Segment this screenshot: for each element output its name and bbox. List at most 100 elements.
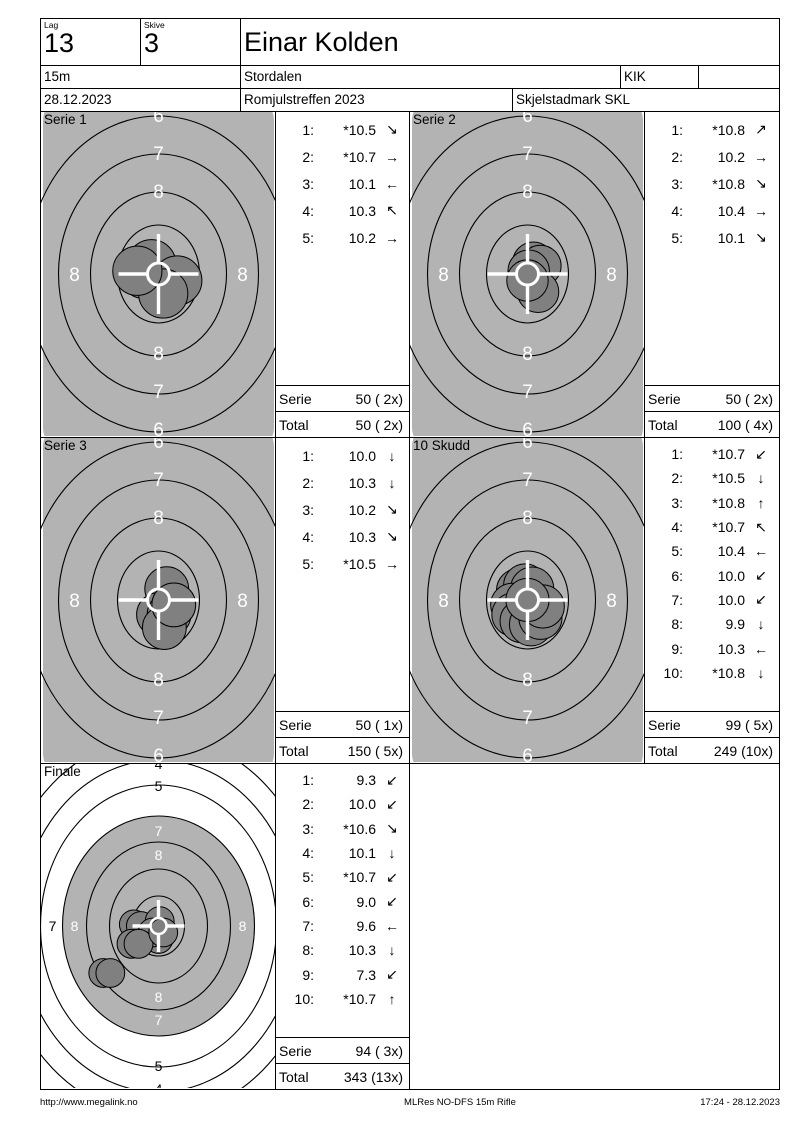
total-score-row: Total 343 (13x): [276, 1063, 409, 1089]
shot-value: 10.4: [717, 202, 745, 219]
shot-row: 4: *10.7 ↖: [645, 515, 779, 539]
shot-direction-icon: ↑: [757, 494, 765, 511]
shot-index: 4:: [302, 528, 314, 545]
shot-list: 1: *10.8 ↗ 2: 10.2 → 3: *10.8 ↘ 4: 10.4 → 5: 10.1 ↘: [645, 112, 779, 385]
shot-row: 9: 7.3 ↙: [276, 962, 409, 986]
shot-index: 3:: [671, 494, 683, 511]
target-graphic: 6 7 8 8 7 6 8 8: [41, 112, 275, 436]
shot-value: *10.8: [712, 175, 745, 192]
panel-title: Serie 2: [413, 112, 456, 127]
shot-index: 4:: [302, 202, 314, 219]
finale-ring-7b: 7: [155, 1012, 163, 1028]
organizer-cell: Skjelstadmark SKL: [513, 89, 779, 111]
shot-index: 2:: [302, 474, 314, 491]
shot-index: 2:: [302, 148, 314, 165]
shot-index: 9:: [302, 966, 314, 983]
ring-label-8-left: 8: [69, 265, 80, 286]
shot-index: 6:: [671, 567, 683, 584]
date-value: 28.12.2023: [44, 92, 112, 107]
shot-list: 1: *10.7 ↙ 2: *10.5 ↓ 3: *10.8 ↑ 4: *10.7 ↖ 5: 10.4 ← 6…: [645, 438, 779, 711]
shot-value: 7.3: [356, 966, 376, 983]
serie-score: 50 ( 2x): [725, 390, 773, 407]
total-score: 100 ( 4x): [717, 416, 773, 433]
ring-label-8-left: 8: [69, 591, 80, 612]
shot-value: 10.0: [348, 796, 376, 813]
ring-label-8b: 8: [153, 670, 164, 691]
shot-row: 4: 10.3 ↘: [276, 523, 409, 550]
panel-title: 10 Skudd: [413, 438, 471, 453]
organizer-name: Skjelstadmark SKL: [516, 92, 631, 107]
ring-label-6: 6: [153, 438, 164, 453]
shot-value: 10.1: [717, 229, 745, 246]
shot-row: 3: *10.8 ↑: [645, 491, 779, 515]
shot-direction-icon: ↓: [388, 845, 396, 862]
shot-value: 10.2: [348, 229, 376, 246]
shot-direction-icon: ↓: [757, 470, 765, 487]
competition-name: Romjulstreffen 2023: [244, 92, 365, 107]
shot-value: 9.6: [356, 917, 376, 934]
shooter-name: Einar Kolden: [244, 27, 399, 57]
shot-index: 3:: [302, 501, 314, 518]
ring-label-7: 7: [522, 470, 533, 491]
ring-label-8-right: 8: [237, 265, 248, 286]
shot-index: 5:: [302, 229, 314, 246]
shot-row: 4: 10.1 ↓: [276, 841, 409, 865]
finale-ring-h4: 8: [239, 918, 247, 934]
shot-value: 10.2: [717, 148, 745, 165]
shot-index: 3:: [302, 175, 314, 192]
ring-label-6b: 6: [522, 420, 533, 436]
finale-ring-5b: 5: [155, 1058, 163, 1074]
target-container[interactable]: 10 Skudd 6 7 8 8 7 6 8 8: [410, 438, 645, 763]
lag-caption: Lag: [44, 20, 59, 30]
shot-value: *10.5: [712, 470, 745, 487]
shot-row: 8: 10.3 ↓: [276, 938, 409, 962]
shot-row: 7: 9.6 ←: [276, 914, 409, 938]
total-score-row: Total 100 ( 4x): [645, 411, 779, 437]
distance-value: 15m: [44, 69, 71, 84]
shot-index: 4:: [671, 202, 683, 219]
panel-row-2: Serie 3 6 7 8 8 7 6 8 8 1: 10.0 ↓ 2: 10.3 ↓ 3: 10.2 ↘ 4: 10…: [41, 438, 779, 764]
panel-row-1: Serie 1 6 7 8 8 7 6 8 8 1: *10.5 ↘ 2: *10.7 → 3: 10.1 ← 4:…: [41, 112, 779, 438]
shot-direction-icon: ↘: [386, 820, 398, 837]
footer-url[interactable]: http://www.megalink.no: [40, 1097, 138, 1108]
shot-value: 9.3: [356, 772, 376, 789]
ring-label-8-right: 8: [237, 591, 248, 612]
shot-direction-icon: ↘: [386, 528, 398, 544]
shot-value: *10.8: [712, 664, 745, 681]
shot-row: 4: 10.4 →: [645, 197, 779, 224]
shot-value: 10.3: [717, 640, 745, 657]
shot-index: 5:: [302, 869, 314, 886]
shot-panel: 1: *10.8 ↗ 2: 10.2 → 3: *10.8 ↘ 4: 10.4 → 5: 10.1 ↘ Ser…: [645, 112, 779, 437]
shot-direction-icon: ↓: [388, 942, 396, 959]
shot-index: 5:: [671, 229, 683, 246]
ring-label-6b: 6: [153, 420, 164, 436]
target-container[interactable]: Serie 3 6 7 8 8 7 6 8 8: [41, 438, 276, 763]
total-score: 249 (10x): [713, 742, 773, 759]
target-container[interactable]: Serie 1 6 7 8 8 7 6 8 8: [41, 112, 276, 437]
header-row-identity: Lag 13 Skive 3 Einar Kolden: [41, 19, 779, 66]
ring-label-8: 8: [522, 508, 533, 529]
shot-value: 10.3: [348, 942, 376, 959]
club-short: KIK: [624, 69, 646, 84]
ring-label-8-right: 8: [606, 265, 617, 286]
shot-direction-icon: ↙: [386, 771, 398, 788]
target-graphic: 6 7 8 8 7 6 8 8: [410, 438, 644, 762]
shot-direction-icon: ↘: [755, 229, 767, 245]
total-label: Total: [648, 416, 678, 433]
shot-value: 9.0: [356, 893, 376, 910]
total-score-row: Total 150 ( 5x): [276, 737, 409, 763]
header-extra-cell: [699, 66, 779, 88]
target-container[interactable]: Finale34567887654356788765: [41, 764, 276, 1089]
shot-row: 10: *10.7 ↑: [276, 987, 409, 1011]
shot-row: 2: *10.7 →: [276, 143, 409, 170]
shot-index: 1:: [671, 121, 683, 138]
shot-hole: [95, 958, 126, 988]
shot-direction-icon: ↗: [755, 121, 767, 137]
shot-direction-icon: ←: [754, 543, 768, 560]
shot-index: 5:: [671, 543, 683, 560]
shot-list: 1: 9.3 ↙ 2: 10.0 ↙ 3: *10.6 ↘ 4: 10.1 ↓ 5: *10.7 ↙ 6: 9.…: [276, 764, 409, 1037]
target-container[interactable]: Serie 2 6 7 8 8 7 6 8 8: [410, 112, 645, 437]
shot-index: 3:: [302, 820, 314, 837]
shot-panel: 1: *10.5 ↘ 2: *10.7 → 3: 10.1 ← 4: 10.3 ↖ 5: 10.2 → Ser…: [276, 112, 409, 437]
shot-index: 1:: [302, 772, 314, 789]
